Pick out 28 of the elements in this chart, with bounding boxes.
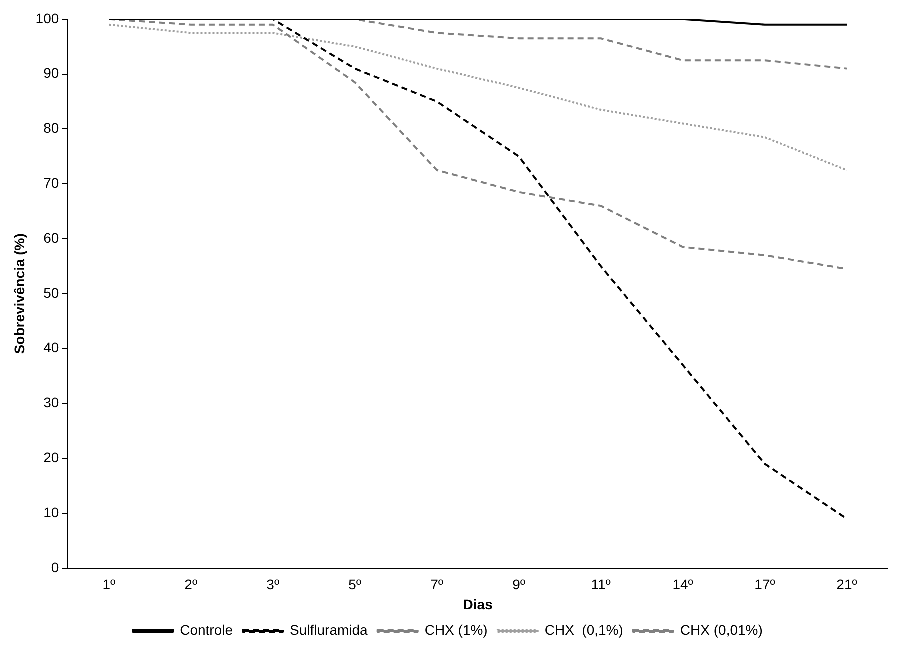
x-tick-label: 21º <box>836 576 858 593</box>
y-tick-label: 80 <box>44 120 60 136</box>
x-tick-label: 5º <box>348 576 362 593</box>
x-tick-label: 3º <box>266 576 280 593</box>
x-axis-title: Dias <box>463 596 494 612</box>
legend-label: CHX (0,1%) <box>544 622 624 638</box>
x-tick-label: 7º <box>430 576 444 593</box>
x-tick-label: 2º <box>184 576 198 593</box>
x-tick-label: 14º <box>672 576 694 593</box>
y-tick-label: 10 <box>44 504 60 520</box>
y-axis-title: Sobrevivência (%) <box>11 234 28 354</box>
legend-label: Sulfluramida <box>290 622 368 638</box>
y-tick-label: 20 <box>44 449 60 466</box>
x-tick-label: 1º <box>102 576 116 593</box>
y-tick-label: 100 <box>36 10 60 26</box>
x-tick-label: 17º <box>754 576 776 593</box>
y-tick-label: 0 <box>51 559 60 576</box>
legend-label: CHX (0,01%) <box>680 622 763 638</box>
y-tick-label: 30 <box>44 394 60 411</box>
x-tick-label: 9º <box>512 576 526 593</box>
y-tick-label: 90 <box>44 65 60 82</box>
y-tick-label: 40 <box>44 340 60 356</box>
y-tick-label: 50 <box>44 284 60 301</box>
y-tick-label: 60 <box>44 230 60 246</box>
y-tick-label: 70 <box>44 174 60 191</box>
x-tick-label: 11º <box>591 576 611 593</box>
legend-label: Controle <box>180 622 234 638</box>
legend-label: CHX (1%) <box>424 622 488 638</box>
